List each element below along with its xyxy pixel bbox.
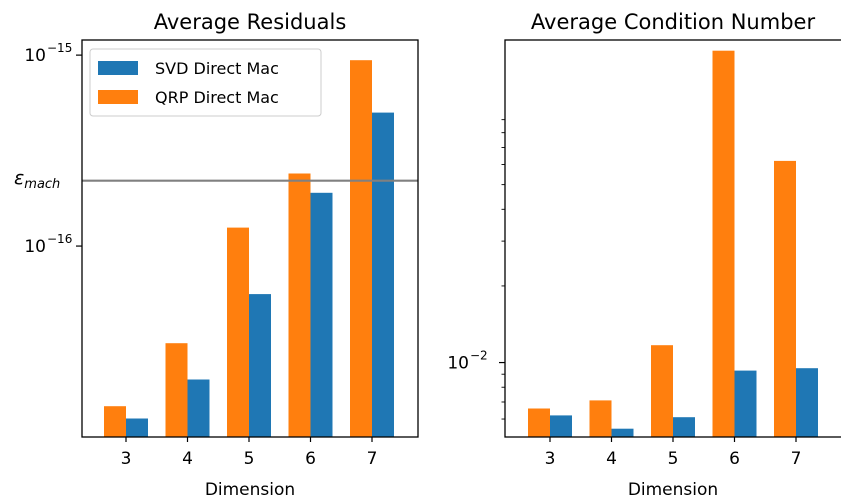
bar-qrp-7 <box>774 160 796 437</box>
bar-qrp-6 <box>288 173 311 437</box>
x-tick-label-3: 3 <box>121 449 132 469</box>
condition-panel: Average Condition Number 10 −2 3 4 5 6 7 Dime… <box>447 10 841 499</box>
x-tick-label-7: 7 <box>367 449 378 469</box>
bar-svd-5 <box>249 294 271 437</box>
y-tick-label-0: 10 <box>447 354 469 374</box>
residuals-x-label: Dimension <box>205 480 295 499</box>
condition-y-ticks: 10 −2 <box>447 119 505 420</box>
bar-svd-7 <box>372 112 394 437</box>
bar-svd-7 <box>796 368 818 437</box>
legend: SVD Direct Mac QRP Direct Mac <box>89 48 322 117</box>
residuals-x-ticks: 3 4 5 6 7 <box>121 437 378 469</box>
y-tick-label-1: 10 <box>24 237 46 257</box>
residuals-title: Average Residuals <box>154 10 347 34</box>
bar-qrp-5 <box>651 345 673 437</box>
bar-qrp-4 <box>165 343 188 437</box>
legend-swatch-qrp <box>98 90 138 104</box>
bar-svd-4 <box>611 428 634 437</box>
x-tick-label-6: 6 <box>305 449 316 469</box>
residuals-bars <box>104 60 394 437</box>
bar-svd-3 <box>126 418 148 437</box>
bar-qrp-4 <box>589 400 612 437</box>
condition-title: Average Condition Number <box>531 10 816 34</box>
legend-label-svd: SVD Direct Mac <box>155 59 279 78</box>
x-tick-label-6: 6 <box>729 449 740 469</box>
bar-svd-6 <box>734 370 757 437</box>
bar-qrp-7 <box>350 60 372 437</box>
legend-box <box>89 48 322 117</box>
epsilon-mach-label: εmach <box>14 167 60 192</box>
y-tick-label-0: 10 <box>24 46 46 66</box>
bar-svd-4 <box>187 379 210 437</box>
y-tick-exponent-0: −2 <box>470 349 488 363</box>
x-tick-label-5: 5 <box>244 449 255 469</box>
bar-svd-6 <box>310 192 333 437</box>
condition-x-ticks: 3 4 5 6 7 <box>545 437 802 469</box>
y-tick-exponent-0: −15 <box>47 41 72 55</box>
condition-bars <box>528 50 818 437</box>
x-tick-label-5: 5 <box>668 449 679 469</box>
bar-qrp-3 <box>104 406 126 437</box>
x-tick-label-4: 4 <box>606 449 617 469</box>
condition-x-label: Dimension <box>628 480 718 499</box>
legend-label-qrp: QRP Direct Mac <box>155 88 279 107</box>
legend-swatch-svd <box>98 61 138 75</box>
bar-qrp-3 <box>528 408 550 437</box>
bar-svd-3 <box>550 415 572 437</box>
x-tick-label-3: 3 <box>545 449 556 469</box>
x-tick-label-4: 4 <box>182 449 193 469</box>
residuals-axes-frame <box>81 39 419 438</box>
bar-svd-5 <box>673 417 695 437</box>
y-tick-exponent-1: −16 <box>47 232 72 246</box>
condition-axes-frame <box>504 39 841 438</box>
bar-qrp-6 <box>712 50 735 437</box>
bar-qrp-5 <box>227 227 249 437</box>
x-tick-label-7: 7 <box>791 449 802 469</box>
